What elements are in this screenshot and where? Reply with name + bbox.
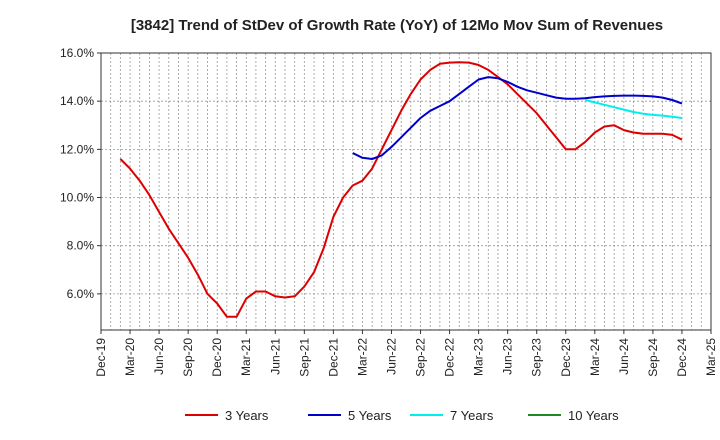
x-tick-label: Dec-20 — [210, 338, 224, 377]
legend-label-3-years: 3 Years — [225, 408, 269, 423]
x-tick-label: Dec-19 — [94, 338, 108, 377]
series-line-7-years — [584, 99, 683, 119]
series-line-5-years — [352, 76, 683, 160]
x-tick-label: Dec-24 — [675, 338, 689, 377]
x-tick-label: Dec-21 — [326, 338, 340, 377]
y-axis-ticks: 6.0% 8.0% 10.0% 12.0% 14.0% 16.0% — [60, 46, 101, 301]
series-lines — [119, 61, 683, 318]
plot-frame — [100, 52, 712, 331]
x-tick-label: Dec-22 — [443, 338, 457, 377]
y-tick-label: 12.0% — [60, 142, 94, 156]
x-tick-label: Mar-23 — [472, 338, 486, 376]
x-tick-label: Jun-24 — [617, 338, 631, 375]
x-tick-label: Sep-22 — [414, 338, 428, 377]
y-tick-label: 10.0% — [60, 191, 94, 205]
y-tick-label: 16.0% — [60, 46, 94, 60]
y-tick-label: 14.0% — [60, 94, 94, 108]
x-tick-label: Mar-25 — [704, 338, 718, 376]
x-tick-label: Jun-20 — [152, 338, 166, 375]
x-tick-label: Jun-22 — [384, 338, 398, 375]
x-tick-label: Sep-24 — [646, 338, 660, 377]
x-tick-label: Mar-20 — [123, 338, 137, 376]
x-tick-label: Sep-20 — [181, 338, 195, 377]
x-tick-label: Dec-23 — [559, 338, 573, 377]
legend-label-10-years: 10 Years — [568, 408, 619, 423]
y-tick-label: 8.0% — [67, 239, 95, 253]
series-line-3-years — [119, 61, 683, 318]
legend-label-5-years: 5 Years — [348, 408, 392, 423]
x-tick-label: Mar-24 — [588, 338, 602, 376]
x-tick-label: Jun-23 — [501, 338, 515, 375]
chart-title: [3842] Trend of StDev of Growth Rate (Yo… — [131, 17, 663, 34]
x-tick-label: Mar-22 — [355, 338, 369, 376]
x-axis-ticks: Dec-19 Mar-20 Jun-20 Sep-20 Dec-20 Mar-21 Jun-… — [94, 330, 718, 377]
grid — [101, 52, 711, 330]
legend: 3 Years 5 Years 7 Years 10 Years — [185, 408, 619, 423]
x-tick-label: Jun-21 — [268, 338, 282, 375]
x-tick-label: Sep-21 — [297, 338, 311, 377]
legend-label-7-years: 7 Years — [450, 408, 494, 423]
y-tick-label: 6.0% — [67, 287, 95, 301]
x-tick-label: Mar-21 — [239, 338, 253, 376]
x-tick-label: Sep-23 — [530, 338, 544, 377]
